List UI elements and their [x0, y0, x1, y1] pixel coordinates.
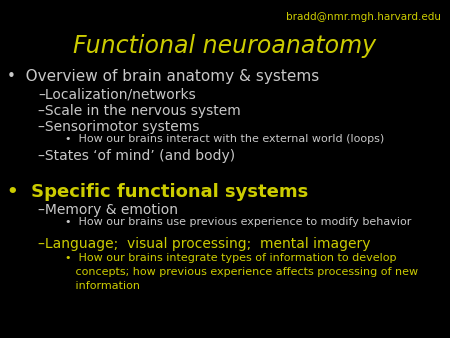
- Text: bradd@nmr.mgh.harvard.edu: bradd@nmr.mgh.harvard.edu: [286, 12, 441, 22]
- Text: concepts; how previous experience affects processing of new: concepts; how previous experience affect…: [65, 267, 418, 277]
- Text: –States ‘of mind’ (and body): –States ‘of mind’ (and body): [38, 149, 235, 163]
- Text: •  How our brains interact with the external world (loops): • How our brains interact with the exter…: [65, 134, 384, 144]
- Text: •  Specific functional systems: • Specific functional systems: [7, 183, 308, 200]
- Text: –Localization/networks: –Localization/networks: [38, 88, 196, 102]
- Text: information: information: [65, 281, 140, 291]
- Text: •  How our brains use previous experience to modify behavior: • How our brains use previous experience…: [65, 217, 412, 227]
- Text: •  Overview of brain anatomy & systems: • Overview of brain anatomy & systems: [7, 69, 319, 84]
- Text: •  How our brains integrate types of information to develop: • How our brains integrate types of info…: [65, 253, 397, 263]
- Text: –Memory & emotion: –Memory & emotion: [38, 203, 178, 217]
- Text: Functional neuroanatomy: Functional neuroanatomy: [73, 34, 377, 58]
- Text: –Sensorimotor systems: –Sensorimotor systems: [38, 120, 200, 134]
- Text: –Language;  visual processing;  mental imagery: –Language; visual processing; mental ima…: [38, 237, 371, 250]
- Text: –Scale in the nervous system: –Scale in the nervous system: [38, 104, 241, 118]
